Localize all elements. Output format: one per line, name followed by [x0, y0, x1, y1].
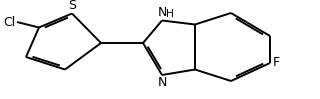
Text: H: H [166, 9, 174, 19]
Text: N: N [157, 6, 167, 19]
Text: F: F [273, 57, 280, 69]
Text: Cl: Cl [4, 16, 16, 29]
Text: S: S [68, 0, 76, 12]
Text: N: N [157, 77, 167, 89]
